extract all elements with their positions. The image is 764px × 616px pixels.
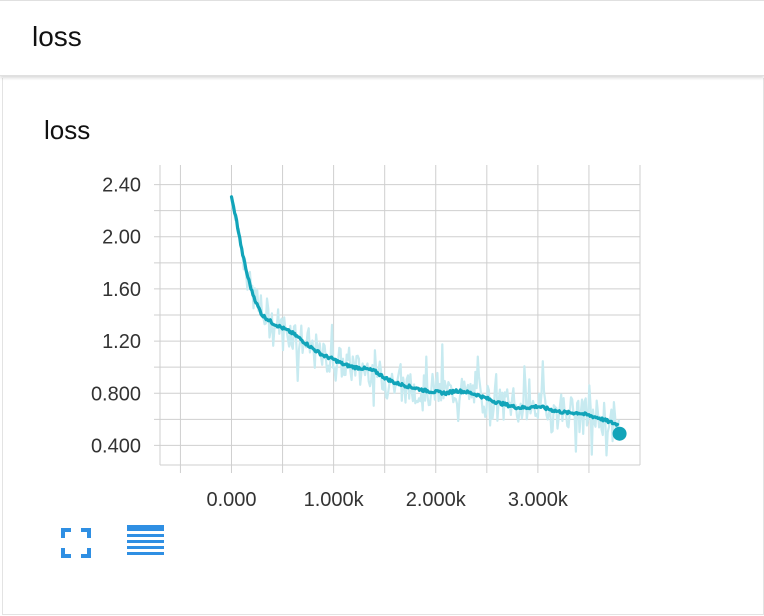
y-tick-label: 1.20 (102, 331, 141, 353)
last-point-marker (612, 426, 627, 441)
raw-series (230, 197, 620, 457)
x-tick-label: 0.000 (206, 489, 256, 511)
list-icon (127, 525, 164, 555)
axis-ticks: 0.400 0.800 1.20 1.60 2.00 2.40 0.000 1.000k 2.0… (91, 175, 569, 511)
smoothed-series (229, 195, 627, 441)
x-tick-label: 1.000k (304, 489, 365, 511)
y-tick-label: 2.00 (102, 227, 141, 249)
y-tick-label: 0.800 (91, 383, 141, 405)
chart-title: loss (44, 115, 91, 145)
smoothed-line (229, 195, 620, 427)
y-tick-label: 2.40 (102, 175, 141, 197)
section-title: loss (32, 21, 82, 52)
section-header: loss (0, 0, 764, 76)
x-tick-label: 3.000k (508, 489, 569, 511)
fullscreen-button[interactable] (60, 527, 92, 559)
x-tick-label: 2.000k (406, 489, 467, 511)
fullscreen-icon (61, 528, 91, 558)
y-tick-label: 0.400 (91, 435, 141, 457)
y-tick-label: 1.60 (102, 279, 141, 301)
data-table-button[interactable] (127, 525, 165, 559)
raw-line (230, 197, 620, 457)
